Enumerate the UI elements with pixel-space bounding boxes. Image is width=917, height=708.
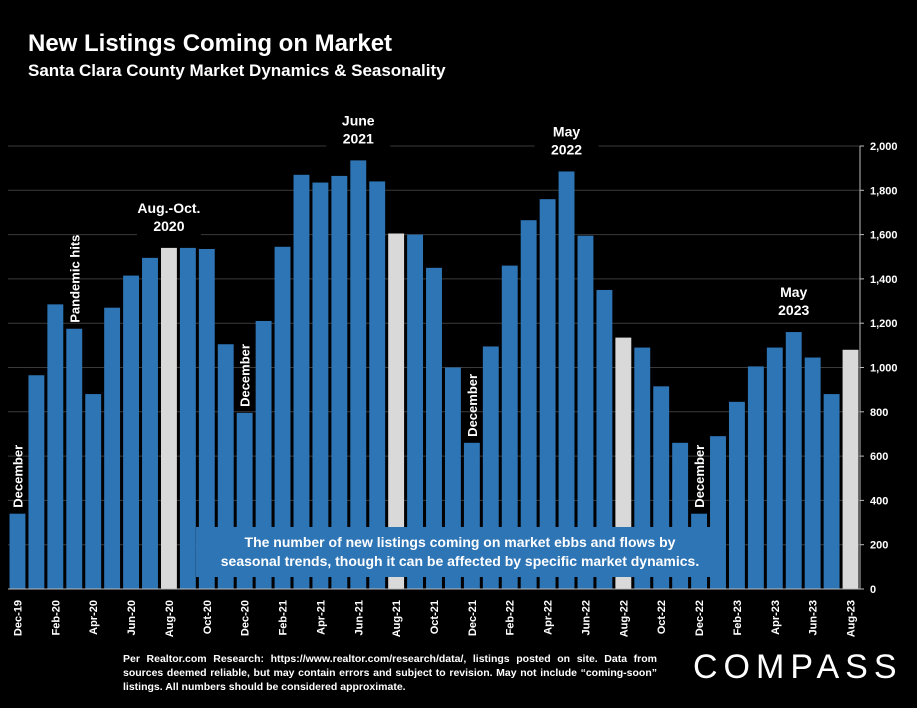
annotation-label: 2023 — [778, 302, 809, 318]
bar — [426, 267, 442, 589]
x-tick-label: Feb-20 — [50, 600, 62, 635]
bar — [142, 257, 158, 589]
x-tick-label: Jun-21 — [353, 600, 365, 635]
y-tick-label: 1,800 — [870, 185, 898, 197]
y-tick-label: 1,000 — [870, 363, 898, 375]
compass-logo: COMPASS — [693, 648, 903, 686]
x-tick-label: Aug-22 — [618, 600, 630, 637]
bar — [728, 401, 745, 589]
chart-title: New Listings Coming on Market — [28, 30, 393, 57]
bar — [85, 394, 102, 589]
annotation-label: 2021 — [343, 130, 374, 146]
bar — [785, 332, 802, 589]
x-tick-label: Apr-22 — [543, 600, 555, 635]
x-tick-label: Jun-20 — [126, 600, 138, 635]
bar — [293, 174, 310, 590]
annotation-label: Aug.-Oct. — [137, 200, 200, 216]
bar — [255, 320, 272, 589]
bar — [520, 220, 537, 589]
bar — [198, 248, 215, 589]
bar — [123, 275, 140, 589]
bar — [160, 247, 177, 589]
annotation-label: 2022 — [551, 141, 582, 157]
chart-subtitle: Santa Clara County Market Dynamics & Sea… — [28, 61, 446, 80]
bar — [823, 394, 840, 589]
bar — [501, 265, 518, 589]
bar — [766, 347, 783, 589]
annotation-label: Pandemic hits — [67, 235, 82, 323]
y-tick-label: 1,600 — [870, 230, 898, 242]
bar — [407, 234, 424, 589]
annotation-backdrop — [136, 197, 201, 238]
x-tick-label: Jun-22 — [580, 600, 592, 635]
y-tick-label: 1,200 — [870, 318, 898, 330]
annotation-label: December — [238, 344, 253, 407]
callout-line-1: The number of new listings coming on mar… — [244, 534, 676, 550]
bar — [47, 304, 64, 589]
x-tick-label: Dec-21 — [467, 600, 479, 636]
bar — [28, 375, 45, 589]
annotation-label: December — [10, 445, 25, 508]
x-tick-label: Dec-20 — [240, 600, 252, 636]
bar — [539, 199, 556, 589]
x-tick-label: Feb-23 — [732, 600, 744, 635]
x-tick-label: Feb-21 — [278, 600, 290, 635]
bar — [577, 235, 594, 589]
bar — [747, 366, 764, 589]
annotation-label: May — [780, 284, 807, 300]
bar — [615, 337, 632, 589]
y-tick-label: 1,400 — [870, 274, 898, 286]
y-tick-label: 600 — [870, 451, 888, 463]
x-tick-label: Aug-23 — [846, 600, 858, 637]
callout-box: The number of new listings coming on mar… — [196, 527, 724, 577]
x-tick-label: Feb-22 — [505, 600, 517, 635]
annotation-label: 2020 — [153, 218, 184, 234]
bar — [179, 247, 196, 589]
annotation-label: May — [553, 123, 580, 139]
bar — [804, 357, 821, 589]
annotation-label: December — [465, 374, 480, 437]
annotation-backdrop — [761, 282, 826, 323]
y-tick-label: 800 — [870, 407, 888, 419]
x-tick-label: Apr-21 — [315, 600, 327, 635]
x-tick-label: Oct-20 — [202, 600, 214, 634]
source-footnote: Per Realtor.com Research: https://www.re… — [123, 653, 657, 693]
x-tick-label: Dec-22 — [694, 600, 706, 636]
x-tick-label: Jun-23 — [808, 600, 820, 635]
bar — [104, 307, 121, 589]
x-tick-label: Aug-21 — [391, 600, 403, 637]
annotation-backdrop — [534, 121, 599, 162]
bar — [596, 289, 613, 589]
bar — [312, 182, 329, 590]
y-tick-label: 200 — [870, 540, 888, 552]
x-tick-label: Aug-20 — [164, 600, 176, 637]
callout-line-2: seasonal trends, though it can be affect… — [220, 553, 700, 569]
x-tick-label: Apr-20 — [88, 600, 100, 635]
annotation-label: June — [342, 112, 375, 128]
bar — [274, 246, 291, 589]
annotation-label: December — [692, 445, 707, 508]
y-tick-label: 400 — [870, 495, 888, 507]
annotation-backdrop — [326, 110, 391, 151]
bar — [558, 171, 575, 589]
bar — [9, 513, 26, 589]
x-tick-label: Apr-23 — [770, 600, 782, 635]
y-tick-label: 0 — [870, 584, 876, 596]
bar — [388, 233, 405, 589]
bar — [369, 181, 386, 589]
y-tick-label: 2,000 — [870, 141, 898, 153]
bar — [842, 349, 859, 589]
bar — [331, 175, 348, 589]
x-tick-label: Oct-22 — [656, 600, 668, 634]
bar — [350, 160, 367, 589]
x-tick-label: Dec-19 — [12, 600, 24, 636]
bar — [66, 328, 83, 589]
x-tick-label: Oct-21 — [429, 600, 441, 634]
